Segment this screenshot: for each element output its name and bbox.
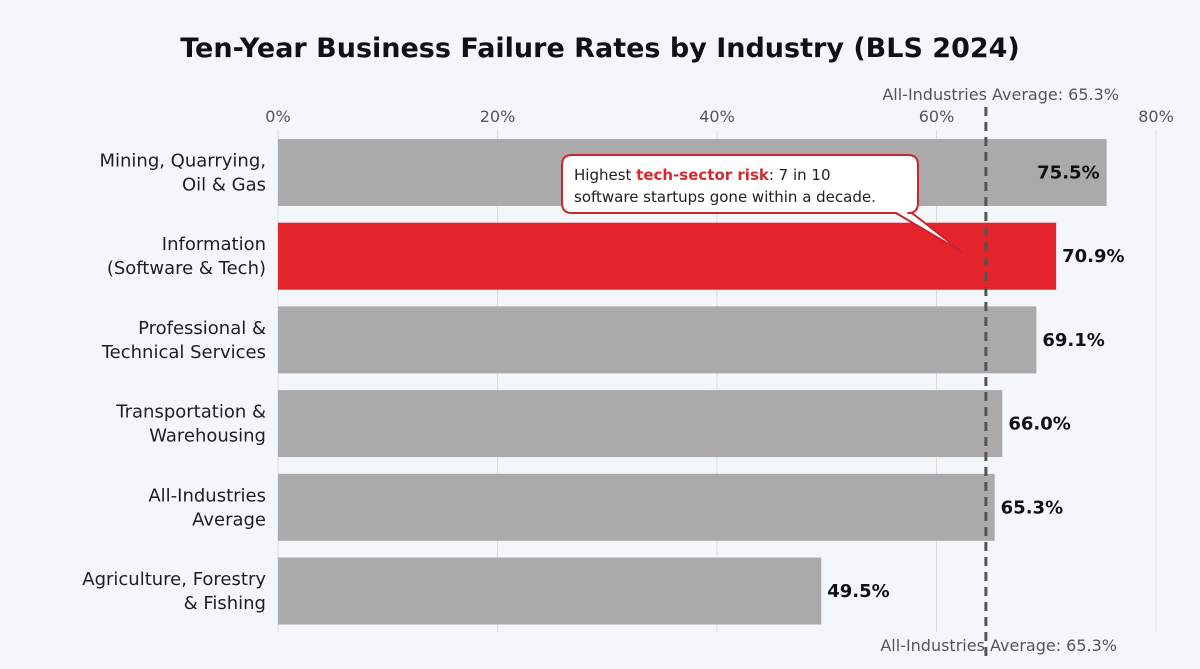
value-label: 66.0% — [1008, 414, 1070, 435]
x-tick-label: 60% — [919, 107, 955, 126]
bar — [278, 557, 822, 625]
category-label: Information (Software & Tech) — [107, 234, 266, 279]
category-label: Mining, Quarrying, Oil & Gas — [99, 151, 266, 196]
bar — [278, 306, 1037, 374]
bar — [278, 390, 1003, 458]
chart-title: Ten-Year Business Failure Rates by Indus… — [180, 33, 1020, 64]
category-label: Professional & Technical Services — [101, 318, 266, 363]
value-label: 75.5% — [1037, 163, 1099, 184]
callout-line-1: Highest tech-sector risk: 7 in 10 — [574, 166, 831, 184]
reference-label-top: All-Industries Average: 65.3% — [882, 85, 1119, 104]
value-label: 65.3% — [1001, 497, 1063, 518]
category-label: Transportation & Warehousing — [115, 402, 266, 447]
callout-line-2: software startups gone within a decade. — [574, 188, 876, 206]
value-label: 70.9% — [1062, 246, 1124, 267]
bar — [278, 473, 995, 541]
x-tick-label: 20% — [480, 107, 516, 126]
category-label: Agriculture, Forestry & Fishing — [82, 569, 266, 614]
category-label: All-Industries Average — [148, 485, 266, 530]
value-label: 69.1% — [1042, 330, 1104, 351]
reference-label-bottom: All-Industries Average: 65.3% — [880, 636, 1117, 655]
x-tick-label: 80% — [1138, 107, 1174, 126]
x-tick-label: 0% — [265, 107, 290, 126]
bar-highlighted — [278, 222, 1057, 290]
value-label: 49.5% — [827, 581, 889, 602]
x-tick-label: 40% — [699, 107, 735, 126]
callout-bubble — [561, 154, 963, 253]
